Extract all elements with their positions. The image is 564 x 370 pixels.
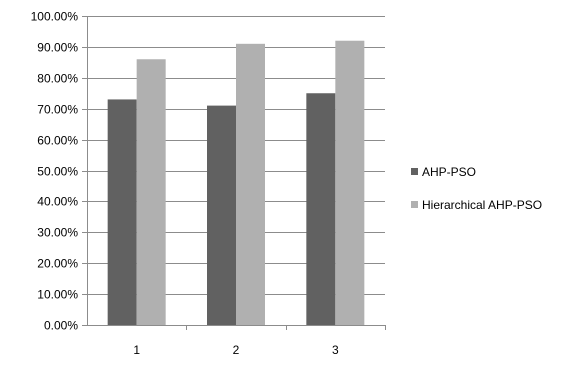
bar-ahp-pso-1 bbox=[107, 99, 137, 326]
legend-swatch bbox=[411, 168, 418, 175]
bars bbox=[107, 40, 365, 326]
bar-ahp-pso-2 bbox=[207, 105, 236, 325]
y-tick-label: 100.00% bbox=[31, 10, 79, 24]
y-tick-labels: 0.00% 10.00% 20.00% 30.00% 40.00% 50.00% 60.00… bbox=[31, 10, 79, 333]
legend-swatch bbox=[411, 201, 418, 208]
x-tick-labels: 1 2 3 bbox=[133, 343, 339, 357]
bar-hierarchical-ahp-pso-1 bbox=[136, 59, 166, 325]
x-tick-label: 3 bbox=[332, 343, 339, 357]
bar-ahp-pso-3 bbox=[306, 93, 336, 325]
y-tick-label: 50.00% bbox=[37, 165, 78, 179]
y-tick-label: 40.00% bbox=[37, 195, 78, 209]
y-tick-label: 10.00% bbox=[37, 288, 78, 302]
y-tick-label: 20.00% bbox=[37, 257, 78, 271]
y-tick-label: 30.00% bbox=[37, 226, 78, 240]
y-tick-label: 0.00% bbox=[44, 319, 78, 333]
x-tick-label: 2 bbox=[233, 343, 240, 357]
y-tick-label: 70.00% bbox=[37, 103, 78, 117]
bar-hierarchical-ahp-pso-3 bbox=[335, 40, 365, 325]
y-tick-label: 80.00% bbox=[37, 72, 78, 86]
axes bbox=[82, 16, 386, 330]
legend: AHP-PSO Hierarchical AHP-PSO bbox=[411, 165, 542, 212]
y-tick-label: 90.00% bbox=[37, 41, 78, 55]
legend-label: Hierarchical AHP-PSO bbox=[422, 198, 542, 212]
legend-label: AHP-PSO bbox=[422, 165, 476, 179]
x-tick-label: 1 bbox=[133, 343, 140, 357]
bar-hierarchical-ahp-pso-2 bbox=[236, 43, 265, 326]
y-tick-label: 60.00% bbox=[37, 134, 78, 148]
